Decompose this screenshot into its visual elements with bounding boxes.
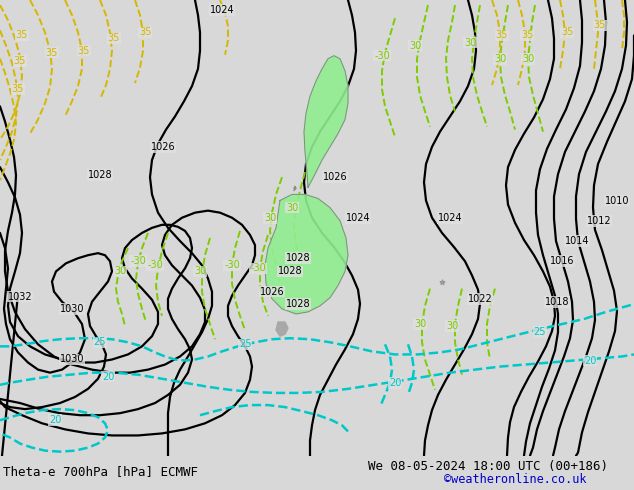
Text: 20: 20	[389, 378, 401, 388]
Text: 30: 30	[264, 213, 276, 223]
Text: -30: -30	[147, 260, 163, 270]
Text: 30: 30	[494, 54, 506, 64]
Text: -30: -30	[130, 256, 146, 266]
Text: 1032: 1032	[8, 292, 32, 302]
Text: 35: 35	[78, 46, 90, 56]
Polygon shape	[304, 56, 348, 187]
Text: 1018: 1018	[545, 297, 569, 307]
Text: 35: 35	[496, 30, 508, 41]
Text: 20: 20	[102, 372, 114, 382]
Text: 30: 30	[446, 321, 458, 331]
Text: 35: 35	[16, 30, 28, 41]
Text: 1028: 1028	[87, 170, 112, 180]
Polygon shape	[265, 195, 348, 314]
Text: 30: 30	[114, 267, 126, 276]
Text: 20: 20	[584, 356, 596, 366]
Text: 30: 30	[194, 267, 206, 276]
Text: 35: 35	[139, 27, 151, 37]
Text: 20: 20	[49, 415, 61, 425]
Text: 30: 30	[409, 41, 421, 50]
Text: 1014: 1014	[565, 236, 589, 246]
Text: Theta-e 700hPa [hPa] ECMWF: Theta-e 700hPa [hPa] ECMWF	[3, 465, 198, 478]
Text: 30: 30	[414, 319, 426, 329]
Polygon shape	[276, 322, 288, 336]
Text: 35: 35	[14, 56, 26, 66]
Text: 25: 25	[239, 339, 251, 349]
Text: 1026: 1026	[260, 287, 284, 296]
Text: 35: 35	[594, 20, 606, 30]
Text: -30: -30	[224, 260, 240, 270]
Text: 35: 35	[521, 30, 533, 41]
Text: 35: 35	[46, 48, 58, 58]
Text: -30: -30	[374, 50, 390, 61]
Text: 30: 30	[286, 202, 298, 213]
Text: 35: 35	[561, 27, 573, 37]
Text: -30: -30	[250, 263, 266, 273]
Text: 1028: 1028	[286, 253, 310, 263]
Text: 30: 30	[522, 54, 534, 64]
Point	[437, 278, 447, 286]
Text: 1030: 1030	[60, 304, 84, 314]
Text: 1026: 1026	[151, 142, 176, 152]
Text: 35: 35	[12, 84, 24, 94]
Text: 1030: 1030	[60, 354, 84, 365]
Text: 1024: 1024	[346, 213, 370, 223]
Text: 1028: 1028	[278, 267, 302, 276]
Text: 35: 35	[108, 33, 120, 44]
Text: 25: 25	[94, 337, 107, 347]
Text: 25: 25	[534, 327, 547, 337]
Text: 1010: 1010	[605, 196, 630, 205]
Text: 1026: 1026	[323, 172, 347, 182]
Text: ©weatheronline.co.uk: ©weatheronline.co.uk	[444, 473, 586, 486]
Text: 1016: 1016	[550, 256, 574, 266]
Text: 1024: 1024	[437, 213, 462, 223]
Text: 1012: 1012	[586, 216, 611, 226]
Text: We 08-05-2024 18:00 UTC (00+186): We 08-05-2024 18:00 UTC (00+186)	[368, 460, 608, 473]
Text: 30: 30	[464, 38, 476, 48]
Text: 1024: 1024	[210, 5, 235, 15]
Text: 1028: 1028	[286, 299, 310, 309]
Text: 1022: 1022	[468, 294, 493, 304]
